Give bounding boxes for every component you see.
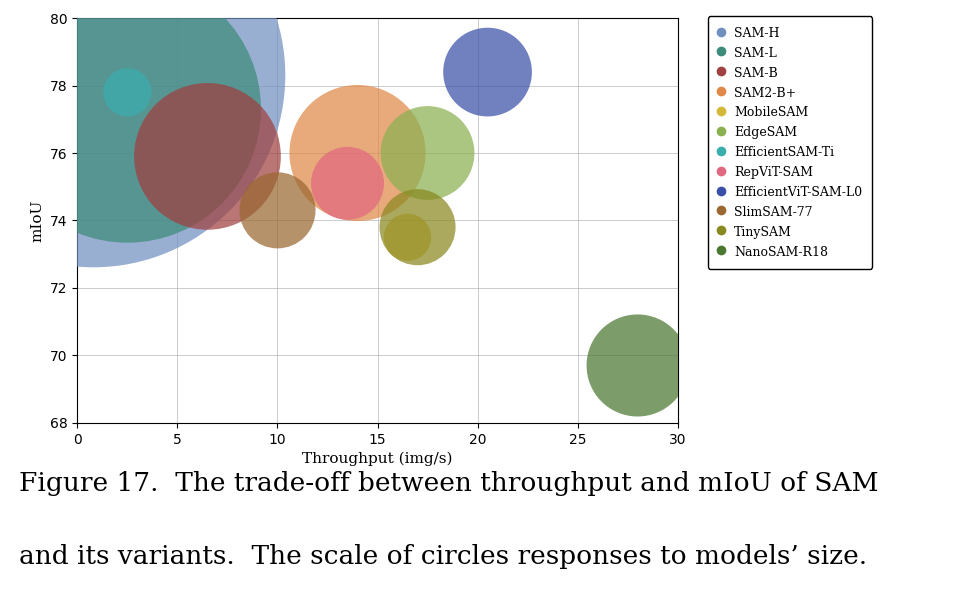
X-axis label: Throughput (img/s): Throughput (img/s) <box>302 452 453 466</box>
Point <box>120 88 136 97</box>
Point <box>630 361 646 370</box>
Point <box>409 222 425 232</box>
Point <box>349 148 365 158</box>
Point <box>480 67 496 77</box>
Y-axis label: mIoU: mIoU <box>30 199 45 242</box>
Point <box>400 233 415 242</box>
Point <box>270 205 286 215</box>
Point <box>86 71 102 80</box>
Point <box>199 152 215 161</box>
Text: Figure 17.  The trade-off between throughput and mIoU of SAM: Figure 17. The trade-off between through… <box>19 471 879 496</box>
Point <box>340 179 355 188</box>
Point <box>420 148 436 158</box>
Legend: SAM-H, SAM-L, SAM-B, SAM2-B+, MobileSAM, EdgeSAM, EfficientSAM-Ti, RepViT-SAM, E: SAM-H, SAM-L, SAM-B, SAM2-B+, MobileSAM,… <box>708 16 872 269</box>
Point <box>120 104 136 114</box>
Text: and its variants.  The scale of circles responses to models’ size.: and its variants. The scale of circles r… <box>19 544 867 568</box>
